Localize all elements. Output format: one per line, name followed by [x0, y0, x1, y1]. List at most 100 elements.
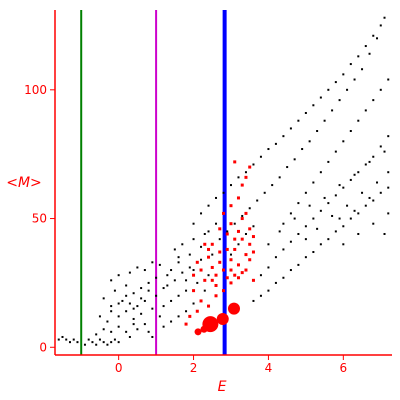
- red-point: [236, 263, 240, 267]
- black-point: [304, 256, 307, 259]
- black-point: [188, 253, 191, 256]
- red-point: [236, 229, 240, 233]
- black-point: [151, 335, 154, 338]
- black-point: [308, 140, 311, 143]
- black-point: [297, 202, 300, 205]
- red-point: [222, 211, 225, 215]
- black-point: [218, 238, 221, 241]
- red-point: [207, 304, 211, 308]
- black-point: [282, 222, 285, 225]
- black-point: [334, 150, 337, 153]
- black-point: [383, 150, 386, 153]
- black-point: [297, 119, 300, 122]
- black-point: [316, 130, 319, 133]
- black-point: [140, 312, 143, 315]
- black-point: [319, 171, 322, 174]
- x-ticks: 0 2 4 6: [115, 355, 347, 375]
- black-point: [173, 248, 176, 251]
- black-point: [128, 302, 131, 305]
- red-point: [192, 289, 196, 293]
- red-point: [229, 222, 233, 226]
- axes: [54, 10, 392, 356]
- black-point: [342, 243, 345, 246]
- black-point: [200, 258, 203, 261]
- black-point: [312, 251, 315, 254]
- black-point: [226, 230, 229, 233]
- black-point: [267, 243, 270, 246]
- red-point: [248, 227, 252, 231]
- black-point: [372, 99, 375, 102]
- red-point-series: [184, 160, 255, 326]
- black-point: [125, 330, 128, 333]
- black-point: [372, 155, 375, 158]
- black-point: [177, 256, 180, 259]
- black-point: [117, 274, 120, 277]
- black-point: [98, 338, 101, 341]
- black-point-series: [57, 16, 390, 346]
- black-point: [259, 294, 262, 297]
- black-point: [158, 263, 161, 266]
- black-point: [196, 281, 199, 284]
- black-point: [289, 212, 292, 215]
- black-point: [338, 184, 341, 187]
- black-point: [263, 191, 266, 194]
- black-point: [319, 96, 322, 99]
- black-point: [158, 315, 161, 318]
- black-point: [289, 269, 292, 272]
- black-point: [286, 166, 289, 169]
- black-point: [143, 269, 146, 272]
- black-point: [110, 310, 113, 313]
- black-point: [357, 171, 360, 174]
- black-point: [312, 181, 315, 184]
- black-point: [372, 222, 375, 225]
- black-point: [132, 292, 135, 295]
- x-tick-label: 4: [265, 361, 273, 375]
- black-point: [233, 222, 236, 225]
- black-point: [278, 176, 281, 179]
- black-point: [387, 171, 390, 174]
- red-point: [240, 217, 244, 221]
- red-point: [199, 268, 203, 272]
- black-point: [181, 271, 184, 274]
- black-point: [267, 266, 270, 269]
- black-point: [383, 232, 386, 235]
- red-point: [214, 273, 218, 277]
- black-point: [376, 181, 379, 184]
- black-point: [177, 261, 180, 264]
- black-point: [387, 135, 390, 138]
- black-point: [117, 315, 120, 318]
- red-point: [244, 268, 248, 272]
- red-point: [236, 276, 240, 280]
- red-point: [222, 268, 225, 272]
- black-point: [72, 338, 75, 341]
- y-axis-title: <M>: [6, 175, 42, 191]
- black-point: [244, 232, 247, 235]
- black-point: [267, 289, 270, 292]
- red-point: [210, 265, 214, 269]
- red-point: [248, 258, 252, 262]
- red-point: [203, 242, 207, 246]
- black-point: [125, 284, 128, 287]
- black-point: [192, 302, 195, 305]
- red-point: [229, 258, 233, 262]
- black-point: [155, 294, 158, 297]
- red-point: [192, 273, 196, 277]
- vertical-marker-lines: [80, 10, 227, 355]
- black-point: [256, 199, 259, 202]
- red-point: [229, 268, 233, 272]
- black-point: [207, 274, 210, 277]
- black-point: [192, 269, 195, 272]
- black-point: [364, 45, 367, 48]
- black-point: [342, 225, 345, 228]
- black-point: [387, 186, 390, 189]
- black-point: [361, 191, 364, 194]
- black-point: [110, 279, 113, 282]
- black-point: [323, 196, 326, 199]
- black-point: [319, 209, 322, 212]
- black-point: [319, 243, 322, 246]
- black-point: [222, 191, 225, 194]
- red-point: [244, 253, 248, 257]
- black-point: [323, 119, 326, 122]
- black-point: [334, 230, 337, 233]
- red-point: [214, 294, 218, 298]
